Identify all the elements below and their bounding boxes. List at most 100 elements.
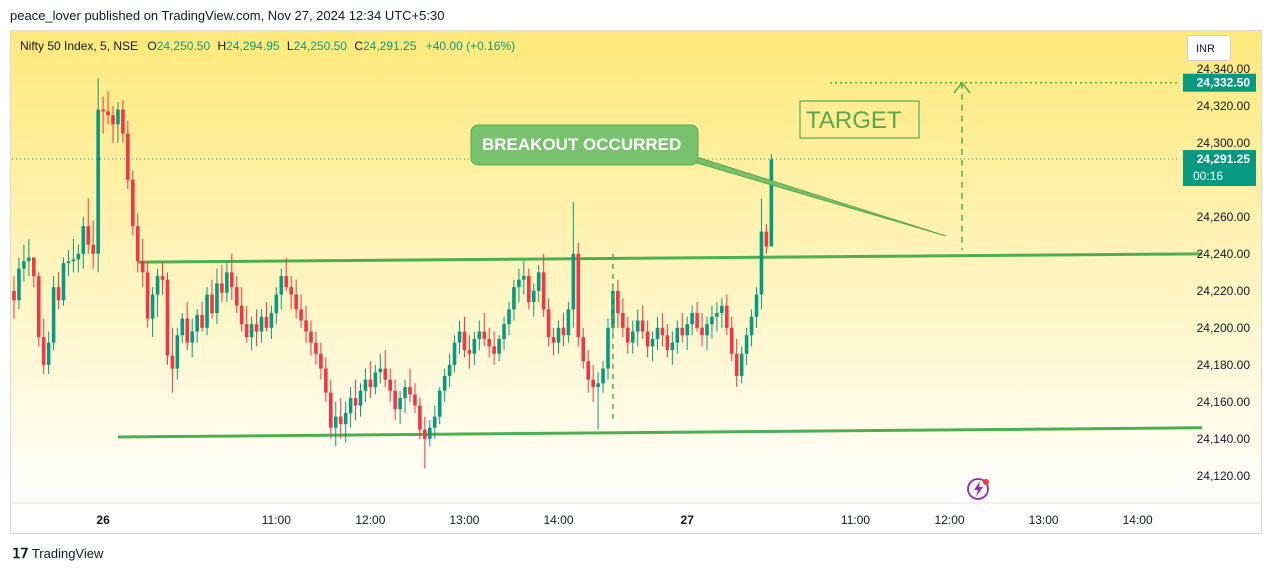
- y-tick-label: 24,240.00: [1197, 247, 1251, 261]
- brand-name: TradingView: [31, 546, 104, 561]
- candle: [17, 257, 21, 310]
- candle: [348, 387, 353, 428]
- candle: [215, 268, 219, 325]
- candle: [477, 320, 482, 351]
- candle-body: [725, 305, 729, 328]
- candle-body: [665, 335, 670, 351]
- candle: [259, 309, 264, 343]
- candle-body: [769, 159, 774, 247]
- candle: [645, 320, 650, 358]
- candle: [502, 316, 506, 351]
- candle: [254, 309, 259, 347]
- candle-body: [353, 398, 358, 406]
- candle-body: [106, 111, 110, 116]
- candle-body: [670, 342, 675, 351]
- candle: [294, 279, 298, 319]
- footer-brand[interactable]: 𝟣𝟩 TradingView: [12, 545, 103, 562]
- x-tick-label: 14:00: [1123, 513, 1153, 527]
- candle: [710, 305, 714, 339]
- candle: [561, 313, 566, 347]
- candle: [145, 261, 150, 328]
- candle-body: [581, 337, 586, 362]
- candle-body: [175, 335, 180, 369]
- candle-body: [239, 305, 244, 325]
- candle-body: [170, 355, 175, 369]
- candle-body: [220, 283, 224, 293]
- candle: [749, 309, 754, 347]
- candle-body: [180, 318, 185, 336]
- candle-body: [190, 331, 194, 343]
- candle: [264, 301, 269, 332]
- x-tick-label: 27: [681, 513, 695, 527]
- candle-body: [215, 283, 219, 314]
- candle: [135, 213, 140, 273]
- candle-body: [71, 259, 76, 262]
- candle-body: [576, 253, 581, 338]
- candle-body: [551, 337, 556, 343]
- candle-body: [640, 320, 645, 332]
- x-tick-label: 11:00: [841, 513, 870, 527]
- candle-body: [700, 327, 704, 336]
- candle: [759, 198, 764, 310]
- candle: [126, 120, 130, 190]
- candle-body: [383, 368, 388, 380]
- candle-body: [734, 353, 739, 376]
- candle: [630, 320, 635, 354]
- candle: [299, 294, 303, 328]
- candle-body: [764, 231, 769, 247]
- candle-body: [309, 331, 313, 343]
- currency-button[interactable]: INR: [1187, 35, 1231, 61]
- breakout-label: BREAKOUT OCCURRED: [482, 135, 681, 154]
- x-tick-label: 14:00: [543, 513, 573, 527]
- candle: [383, 350, 388, 388]
- candle: [626, 316, 630, 354]
- candle: [705, 316, 709, 351]
- candle: [398, 390, 402, 425]
- candle: [462, 316, 467, 358]
- candle: [96, 78, 100, 273]
- candle: [274, 287, 279, 325]
- candle: [76, 244, 81, 273]
- candle: [675, 320, 680, 354]
- candle-body: [472, 338, 477, 354]
- candle-body: [467, 350, 472, 354]
- candle-body: [185, 318, 190, 343]
- candle-body: [655, 327, 660, 339]
- candle: [343, 401, 348, 443]
- candle: [71, 239, 76, 273]
- candle-body: [51, 287, 56, 343]
- candle-body: [720, 305, 724, 314]
- x-tick-label: 11:00: [262, 513, 291, 527]
- candle-body: [12, 290, 16, 301]
- candle-body: [630, 331, 635, 343]
- candle: [244, 305, 249, 343]
- candle: [106, 91, 110, 125]
- candle-body: [160, 276, 165, 280]
- candle-body: [561, 327, 566, 336]
- candle-body: [710, 316, 714, 325]
- y-tick-label: 24,340.00: [1197, 62, 1251, 76]
- candle: [388, 368, 392, 402]
- symbol-header: Nifty 50 Index, 5, NSE O24,250.50 H24,29…: [20, 39, 515, 53]
- candle: [378, 353, 383, 384]
- candle: [36, 272, 41, 347]
- resistance-line: [137, 252, 1203, 264]
- candle-body: [338, 416, 343, 425]
- candle: [403, 379, 407, 413]
- candle: [670, 331, 675, 365]
- x-tick-label: 13:00: [1029, 513, 1059, 527]
- candle: [720, 298, 724, 328]
- candle: [121, 100, 125, 143]
- bolt-shape: [974, 481, 983, 497]
- candle-body: [705, 324, 709, 336]
- candle: [185, 301, 190, 351]
- candle-body: [744, 335, 749, 354]
- candle-body: [304, 320, 308, 332]
- candle-body: [210, 294, 214, 314]
- candle: [660, 313, 665, 347]
- candle: [170, 327, 175, 393]
- candle-body: [121, 109, 125, 134]
- candle-body: [36, 276, 41, 338]
- candle: [655, 316, 660, 351]
